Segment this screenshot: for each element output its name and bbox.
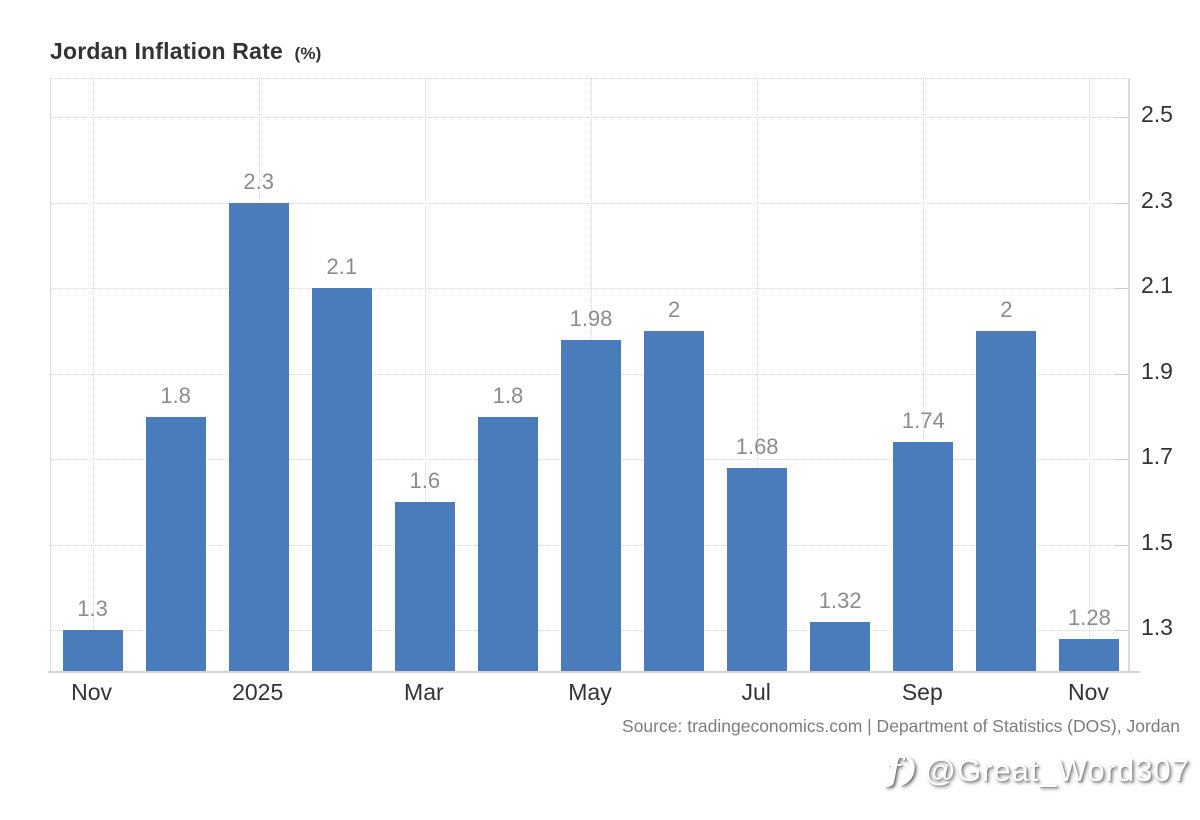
x-gridline xyxy=(424,79,426,672)
x-gridline xyxy=(1089,79,1091,672)
y-tick-label: 1.5 xyxy=(1141,528,1173,555)
y-tick-label: 1.3 xyxy=(1141,614,1173,641)
bar-value-label: 2.1 xyxy=(326,254,358,280)
bar-value-label: 1.8 xyxy=(160,382,191,408)
x-tick-label: Sep xyxy=(901,679,943,705)
x-gridline xyxy=(92,79,94,672)
bar-value-label: 1.28 xyxy=(1068,604,1111,630)
y-tick-label: 2.1 xyxy=(1141,272,1173,299)
watermark-logo-icon: f) xyxy=(886,750,919,789)
bar-value-label: 2.3 xyxy=(243,168,274,194)
y-tick-label: 2.5 xyxy=(1141,101,1173,128)
chart-title-unit: (%) xyxy=(294,44,322,63)
x-gridline xyxy=(923,79,925,672)
bar-value-label: 2 xyxy=(667,297,681,323)
bar-value-label: 1.8 xyxy=(492,382,524,408)
bar xyxy=(311,288,372,673)
x-tick-label: 2025 xyxy=(232,679,284,705)
bar xyxy=(976,331,1037,673)
source-attribution: Source: tradingeconomics.com | Departmen… xyxy=(622,716,1180,736)
y-tick-label: 2.3 xyxy=(1141,186,1173,213)
y-tick-mark xyxy=(1114,544,1128,546)
bar xyxy=(1059,638,1120,673)
y-gridline xyxy=(51,288,1128,290)
y-tick-mark xyxy=(1114,373,1128,375)
bar xyxy=(727,467,788,673)
x-axis-line xyxy=(48,671,1140,673)
y-tick-label: 1.7 xyxy=(1141,443,1173,470)
bar xyxy=(477,416,538,673)
y-tick-mark xyxy=(1114,459,1128,461)
y-gridline xyxy=(51,117,1128,119)
x-tick-label: Nov xyxy=(1068,679,1109,705)
y-gridline xyxy=(51,202,1128,204)
bar-value-label: 2 xyxy=(1000,297,1013,323)
bar-value-label: 1.32 xyxy=(818,587,862,613)
x-tick-label: Jul xyxy=(741,679,771,705)
bar xyxy=(893,442,954,673)
x-gridline xyxy=(757,79,759,672)
watermark: f) @Great_Word307 xyxy=(887,750,1190,789)
y-tick-mark xyxy=(1114,288,1128,290)
bar-value-label: 1.74 xyxy=(901,408,945,434)
bar-value-label: 1.68 xyxy=(735,433,779,459)
y-tick-mark xyxy=(1114,202,1128,204)
y-tick-label: 1.9 xyxy=(1141,357,1173,384)
bar-value-label: 1.3 xyxy=(77,596,108,622)
x-tick-label: Mar xyxy=(404,679,444,705)
y-tick-mark xyxy=(1114,630,1128,632)
bar xyxy=(394,502,455,673)
bar-value-label: 1.98 xyxy=(569,305,613,331)
chart-title-text: Jordan Inflation Rate xyxy=(50,38,283,64)
bar xyxy=(228,202,289,673)
plot-area: 1.3 1.8 2.3 2.1 1.6 1.8 1.98 2 1.68 1.32 1.74 2 1.28 xyxy=(50,78,1130,673)
bar xyxy=(810,621,871,673)
bar xyxy=(145,416,206,673)
bar xyxy=(644,331,705,673)
watermark-handle: @Great_Word307 xyxy=(924,753,1190,788)
chart-title: Jordan Inflation Rate (%) xyxy=(50,38,322,65)
bar-value-label: 1.6 xyxy=(409,468,441,494)
bar xyxy=(561,339,621,673)
y-tick-mark xyxy=(1114,117,1128,119)
bar xyxy=(62,630,123,673)
x-tick-label: Nov xyxy=(71,679,112,705)
x-tick-label: May xyxy=(568,679,612,705)
